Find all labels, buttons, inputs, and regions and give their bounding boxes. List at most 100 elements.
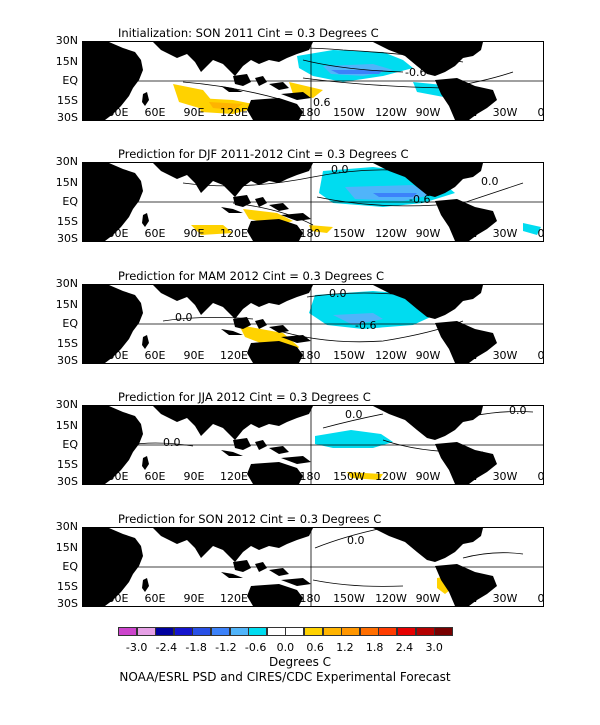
contour-line bbox=[312, 579, 404, 587]
land-mask bbox=[221, 572, 243, 578]
lon-label: 30W bbox=[492, 592, 518, 605]
land-mask bbox=[373, 285, 483, 319]
lon-label: 0 bbox=[537, 349, 545, 362]
contour-label: 0.0 bbox=[481, 175, 499, 188]
contour-line bbox=[182, 169, 414, 187]
land-mask bbox=[233, 560, 251, 572]
colorbar-swatch bbox=[434, 627, 454, 636]
lat-label: 15S bbox=[57, 215, 78, 228]
land-mask bbox=[153, 528, 313, 562]
land-mask bbox=[142, 92, 149, 106]
lat-label: EQ bbox=[62, 74, 78, 87]
panel-title: Initialization: SON 2011 Cint = 0.3 Degr… bbox=[118, 26, 379, 40]
land-mask bbox=[247, 584, 303, 606]
lon-label: 30W bbox=[492, 227, 518, 240]
colorbar-swatch bbox=[285, 627, 305, 636]
lon-label: 120E bbox=[220, 106, 248, 119]
anomaly-region bbox=[191, 225, 233, 235]
colorbar-swatch bbox=[322, 627, 342, 636]
anomaly-region bbox=[309, 225, 333, 233]
lon-label: 30E bbox=[107, 227, 129, 240]
contour-label: 0.0 bbox=[329, 287, 347, 300]
lon-label: 90W bbox=[415, 106, 441, 119]
land-mask bbox=[373, 528, 483, 562]
land-mask bbox=[221, 329, 243, 335]
lat-label: 15S bbox=[57, 580, 78, 593]
lon-label: 60W bbox=[453, 470, 479, 483]
lat-label: 30N bbox=[55, 155, 78, 168]
land-mask bbox=[247, 462, 303, 484]
land-mask bbox=[281, 456, 311, 464]
contour-label: 0.0 bbox=[347, 534, 365, 547]
land-mask bbox=[153, 406, 313, 440]
lat-label: EQ bbox=[62, 317, 78, 330]
lon-label: 180 bbox=[299, 349, 321, 362]
colorbar-swatch bbox=[359, 627, 379, 636]
colorbar-swatch bbox=[118, 627, 138, 636]
lon-label: 90W bbox=[415, 227, 441, 240]
land-mask bbox=[247, 219, 303, 241]
lon-label: 60E bbox=[144, 106, 166, 119]
land-mask bbox=[142, 213, 149, 227]
lat-label: 30S bbox=[57, 354, 78, 367]
colorbar-swatch bbox=[155, 627, 175, 636]
panel-title: Prediction for JJA 2012 Cint = 0.3 Degre… bbox=[118, 390, 371, 404]
land-mask bbox=[142, 335, 149, 349]
lat-label: 30S bbox=[57, 111, 78, 124]
lon-label: 150E bbox=[256, 592, 284, 605]
lat-label: 30N bbox=[55, 277, 78, 290]
land-mask bbox=[142, 456, 149, 470]
lon-label: 90W bbox=[415, 592, 441, 605]
lon-label: 30E bbox=[107, 106, 129, 119]
land-mask bbox=[153, 42, 313, 76]
lon-label: 180 bbox=[299, 592, 321, 605]
lon-label: 150E bbox=[256, 349, 284, 362]
contour-line bbox=[302, 59, 404, 73]
anomaly-region bbox=[373, 193, 417, 197]
lon-label: 120W bbox=[375, 349, 407, 362]
land-mask bbox=[221, 207, 243, 213]
lon-label: 90E bbox=[183, 349, 205, 362]
land-mask bbox=[221, 86, 243, 92]
anomaly-region bbox=[347, 472, 383, 480]
land-mask bbox=[269, 568, 289, 576]
colorbar-label: -2.4 bbox=[155, 641, 178, 654]
colorbar-units: Degrees C bbox=[268, 655, 332, 669]
land-mask bbox=[247, 341, 303, 363]
lat-label: 15N bbox=[55, 176, 78, 189]
forecast-panel: Initialization: SON 2011 Cint = 0.3 Degr… bbox=[0, 0, 600, 124]
lat-label: 30S bbox=[57, 597, 78, 610]
credit-line: NOAA/ESRL PSD and CIRES/CDC Experimental… bbox=[119, 670, 451, 684]
colorbar-label: -3.0 bbox=[125, 641, 148, 654]
lon-label: 90E bbox=[183, 470, 205, 483]
lon-label: 30E bbox=[107, 470, 129, 483]
lon-label: 90W bbox=[415, 470, 441, 483]
contour-line bbox=[302, 71, 514, 89]
contour-label: 0.6 bbox=[313, 96, 331, 109]
lon-label: 150W bbox=[333, 106, 365, 119]
anomaly-region bbox=[333, 313, 383, 325]
lon-label: 90E bbox=[183, 592, 205, 605]
lat-label: 15N bbox=[55, 541, 78, 554]
lon-label: 0 bbox=[537, 592, 545, 605]
lon-label: 120E bbox=[220, 592, 248, 605]
anomaly-region bbox=[331, 70, 383, 74]
contour-label: 0.0 bbox=[509, 406, 527, 417]
land-mask bbox=[247, 98, 303, 120]
contour-line bbox=[322, 413, 384, 429]
lon-label: 120E bbox=[220, 227, 248, 240]
lon-label: 90W bbox=[415, 349, 441, 362]
colorbar-swatch bbox=[192, 627, 212, 636]
anomaly-region bbox=[315, 430, 393, 448]
colorbar-label: 0.0 bbox=[276, 641, 295, 654]
lat-label: 30N bbox=[55, 398, 78, 411]
colorbar-swatch bbox=[378, 627, 398, 636]
land-mask bbox=[435, 78, 497, 120]
panel-title: Prediction for MAM 2012 Cint = 0.3 Degre… bbox=[118, 269, 384, 283]
lon-label: 120E bbox=[220, 470, 248, 483]
contour-label: -0.6 bbox=[355, 319, 376, 332]
anomaly-map: 0.0 bbox=[82, 527, 544, 607]
forecast-panel: Prediction for JJA 2012 Cint = 0.3 Degre… bbox=[0, 364, 600, 488]
lon-label: 120W bbox=[375, 470, 407, 483]
lon-label: 60E bbox=[144, 592, 166, 605]
